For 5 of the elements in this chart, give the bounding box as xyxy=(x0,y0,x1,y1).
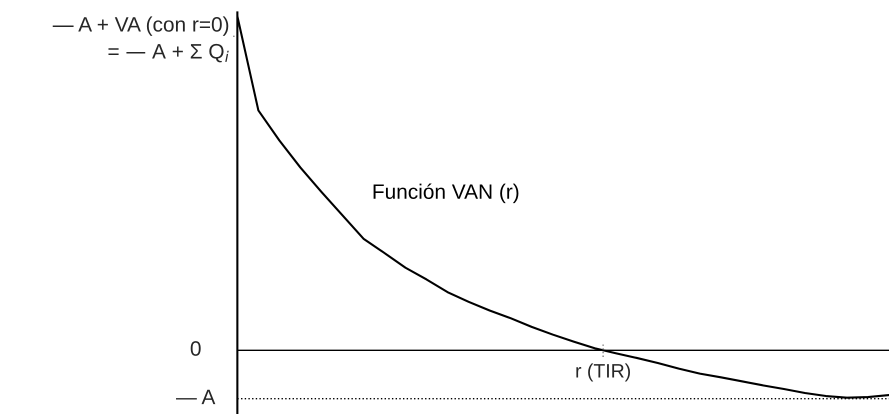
text: — A + VA (con r=0) = — A + Σ Q$_{i}$ xyxy=(52,16,229,62)
ref-line-label: — A xyxy=(176,390,216,404)
annotation: r (TIR) xyxy=(576,363,630,382)
ref-line-label: 0 xyxy=(190,341,201,356)
series-label: Función VAN (r) xyxy=(374,183,518,204)
